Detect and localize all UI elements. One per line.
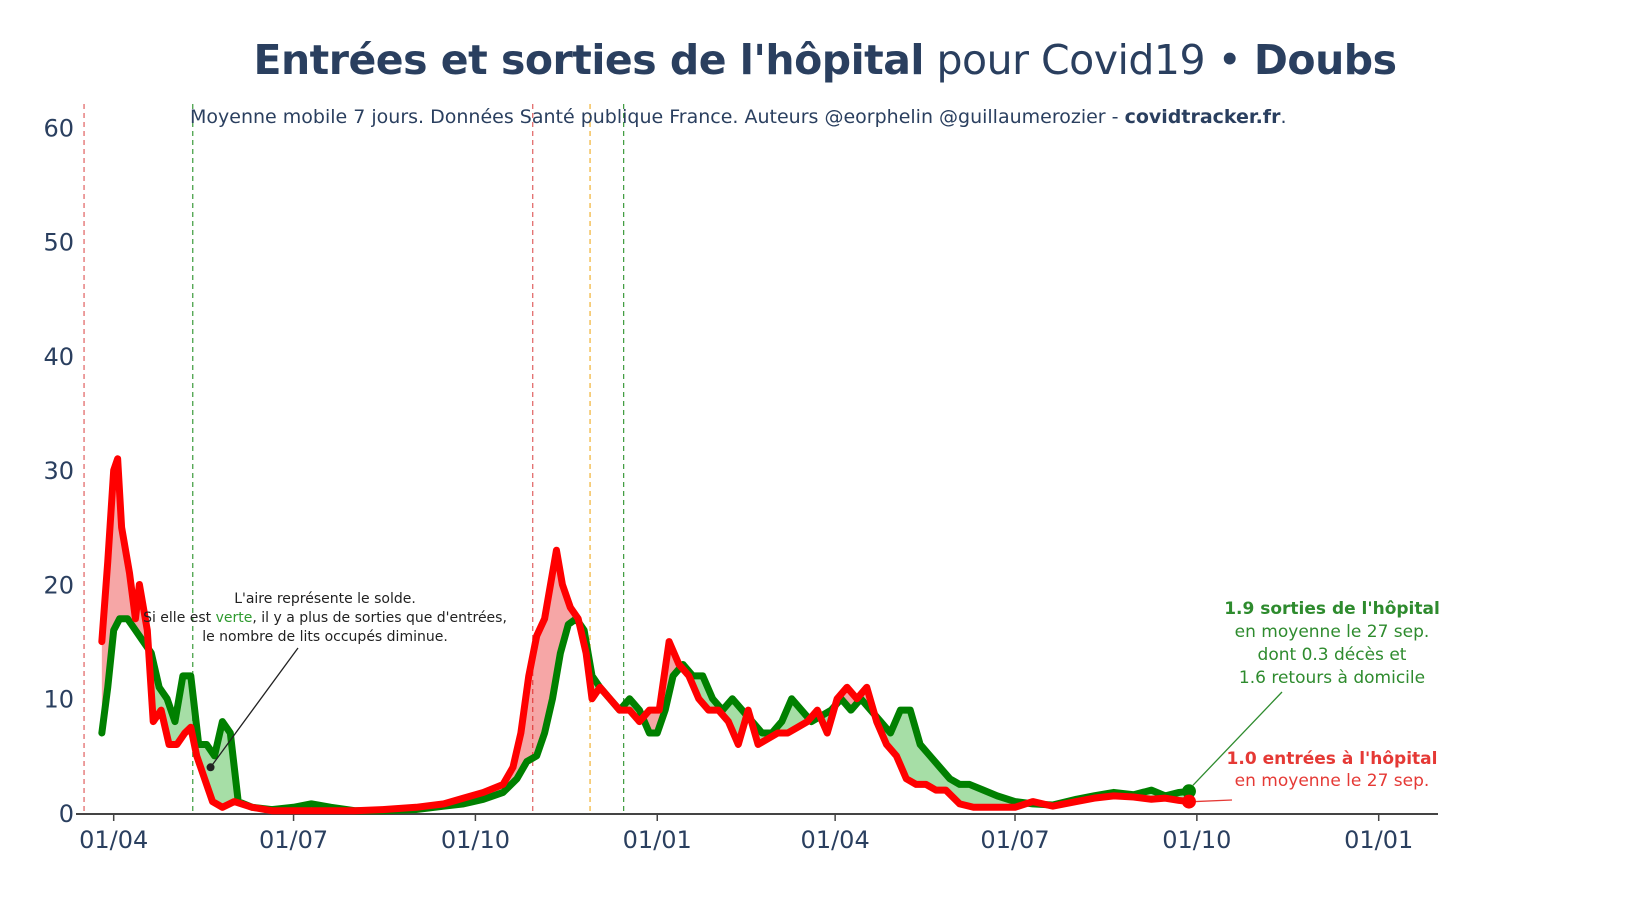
- sorties-line4: 1.6 retours à domicile: [1239, 668, 1425, 688]
- marker-sorties: [1181, 784, 1196, 799]
- note-line2: Si elle est verte, il y a plus de sortie…: [143, 610, 507, 626]
- note-dot: [206, 763, 215, 772]
- end-markers: [1181, 784, 1196, 809]
- title-separator: •: [1217, 36, 1242, 84]
- note-arrow: [210, 647, 299, 768]
- chart-subtitle: Moyenne mobile 7 jours. Données Santé pu…: [190, 106, 1287, 128]
- series-lines: [98, 455, 1193, 815]
- y-axis: 0 10 20 30 40 50 60: [43, 114, 74, 828]
- x-tick-label: 01/01: [1344, 826, 1413, 854]
- series-line-entrees: [98, 455, 1193, 815]
- y-tick-label: 60: [43, 114, 74, 142]
- note-line1: L'aire représente le solde.: [234, 591, 416, 607]
- annotation-sorties: 1.9 sorties de l'hôpital en moyenne le 2…: [1192, 599, 1440, 786]
- x-tick-label: 01/07: [980, 826, 1049, 854]
- subtitle-link[interactable]: covidtracker.fr: [1125, 106, 1282, 128]
- y-tick-label: 50: [43, 229, 74, 257]
- marker-entrees: [1181, 794, 1196, 809]
- subtitle-text: Moyenne mobile 7 jours. Données Santé pu…: [190, 106, 1125, 128]
- subtitle-end: .: [1280, 106, 1286, 128]
- note-line3: le nombre de lits occupés diminue.: [202, 629, 448, 645]
- area-note: L'aire représente le solde. Si elle est …: [143, 591, 507, 772]
- x-tick-label: 01/04: [801, 826, 870, 854]
- series-line-sorties: [98, 615, 1193, 815]
- sorties-bold: 1.9 sorties de l'hôpital: [1224, 599, 1440, 619]
- area-green: [874, 710, 1029, 808]
- area-red: [356, 550, 581, 811]
- y-tick-label: 0: [59, 800, 74, 828]
- x-tick-label: 01/10: [1162, 826, 1231, 854]
- chart-title: Entrées et sorties de l'hôpital pour Cov…: [0, 36, 1650, 84]
- annotation-entrees: 1.0 entrées à l'hôpital en moyenne le 27…: [1194, 749, 1438, 803]
- sorties-line2: en moyenne le 27 sep.: [1235, 622, 1430, 642]
- note-line2-b: , il y a plus de sorties que d'entrées,: [252, 610, 507, 626]
- y-tick-label: 40: [43, 343, 74, 371]
- sorties-line3: dont 0.3 décès et: [1258, 645, 1407, 665]
- title-place: Doubs: [1253, 36, 1397, 84]
- x-tick-label: 01/04: [79, 826, 148, 854]
- y-tick-label: 30: [43, 457, 74, 485]
- entrees-line2: en moyenne le 27 sep.: [1235, 771, 1430, 791]
- sorties-arrow: [1192, 691, 1283, 786]
- title-light: pour Covid19: [936, 36, 1206, 84]
- y-tick-label: 20: [43, 571, 74, 599]
- vertical-lines: [83, 104, 625, 813]
- x-tick-label: 01/01: [623, 826, 692, 854]
- title-bold: Entrées et sorties de l'hôpital: [253, 36, 924, 84]
- entrees-bold: 1.0 entrées à l'hôpital: [1227, 749, 1438, 769]
- note-line2-green: verte: [216, 610, 253, 626]
- y-tick-label: 10: [43, 686, 74, 714]
- area-red: [101, 458, 150, 734]
- x-tick-label: 01/07: [259, 826, 328, 854]
- note-line2-a: Si elle est: [143, 610, 216, 626]
- entrees-arrow: [1194, 799, 1233, 803]
- x-axis: 01/04 01/07 01/10 01/01 01/04 01/07 01/10 01/01: [76, 813, 1438, 854]
- x-tick-label: 01/10: [441, 826, 510, 854]
